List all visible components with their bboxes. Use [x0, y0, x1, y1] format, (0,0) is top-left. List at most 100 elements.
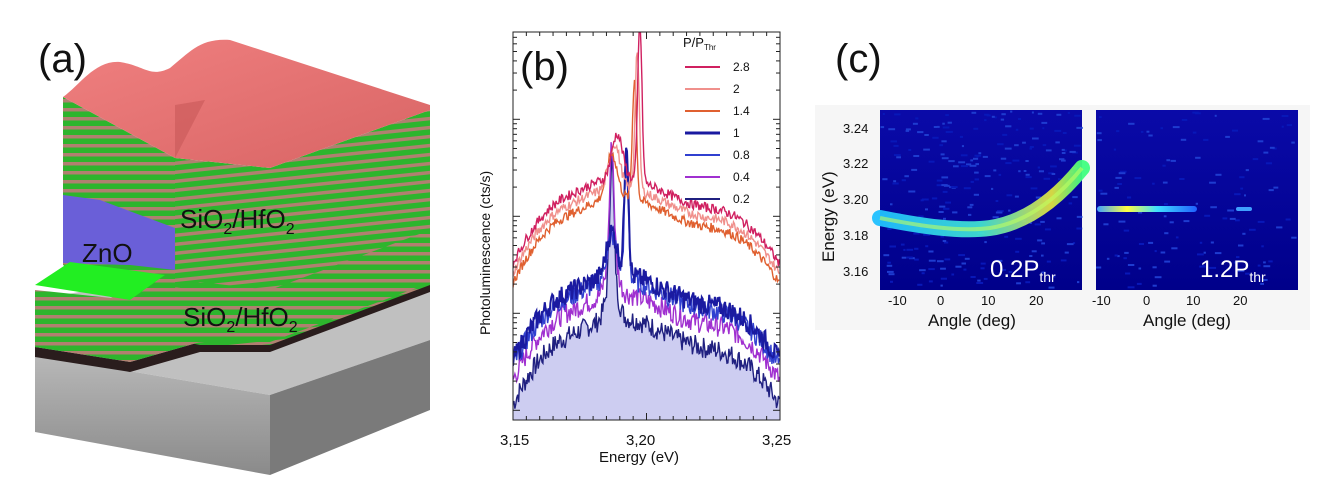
noise-speck	[1181, 118, 1188, 121]
map-ylabel: Energy (eV)	[819, 171, 838, 262]
noise-speck	[900, 243, 905, 246]
noise-speck	[984, 119, 987, 122]
map-ytick-2: 3.20	[843, 192, 868, 207]
noise-speck	[1172, 126, 1180, 129]
noise-speck	[1197, 253, 1204, 256]
noise-speck	[970, 276, 976, 278]
noise-speck	[1262, 279, 1268, 281]
series-line-1	[513, 147, 780, 366]
noise-speck	[893, 144, 899, 147]
noise-speck	[1061, 159, 1066, 162]
noise-speck	[1005, 162, 1012, 165]
noise-speck	[905, 128, 911, 131]
noise-speck	[1164, 203, 1168, 206]
plot-b-ticks	[512, 32, 781, 420]
noise-speck	[928, 268, 935, 271]
noise-speck	[1146, 130, 1150, 133]
noise-speck	[1041, 254, 1044, 257]
noise-speck	[1097, 139, 1102, 142]
legend-title: P/PThr	[683, 35, 716, 52]
noise-speck	[1192, 131, 1197, 134]
noise-speck	[1046, 260, 1051, 263]
noise-speck	[1060, 259, 1067, 262]
noise-speck	[1025, 281, 1031, 284]
noise-speck	[915, 117, 919, 120]
noise-speck	[1037, 239, 1043, 242]
noise-speck	[1076, 126, 1083, 129]
noise-speck	[933, 126, 938, 128]
noise-speck	[1004, 235, 1009, 238]
noise-speck	[1238, 244, 1244, 247]
noise-speck	[1074, 114, 1081, 117]
noise-speck	[1098, 189, 1103, 192]
noise-speck	[921, 272, 925, 275]
noise-speck	[886, 264, 893, 267]
lower-dbr-label: SiO2/HfO2	[183, 302, 298, 336]
noise-speck	[964, 257, 970, 260]
noise-speck	[940, 267, 946, 270]
noise-speck	[1117, 183, 1122, 185]
noise-speck	[1281, 115, 1289, 117]
noise-speck	[1252, 158, 1259, 161]
noise-speck	[1031, 111, 1034, 114]
noise-speck	[1257, 140, 1264, 143]
noise-speck	[960, 154, 968, 157]
noise-speck	[994, 116, 997, 119]
panel-c-letter: (c)	[835, 37, 882, 81]
plot-b-xtick-2: 3,25	[762, 432, 791, 449]
noise-speck	[1199, 241, 1203, 244]
noise-speck	[1076, 227, 1083, 230]
noise-speck	[1058, 178, 1064, 181]
noise-speck	[906, 256, 913, 259]
noise-speck	[974, 171, 979, 174]
series-line-2.8	[513, 32, 780, 269]
noise-speck	[913, 155, 920, 157]
noise-speck	[928, 250, 934, 253]
noise-speck	[961, 262, 966, 265]
noise-speck	[1025, 173, 1030, 176]
noise-speck	[984, 175, 991, 178]
noise-speck	[1268, 260, 1273, 263]
noise-speck	[1215, 173, 1222, 176]
noise-speck	[1064, 149, 1067, 152]
noise-speck	[1203, 251, 1206, 254]
noise-speck	[947, 121, 952, 124]
noise-speck	[1000, 157, 1007, 160]
noise-speck	[1160, 127, 1163, 130]
noise-speck	[1061, 148, 1065, 151]
noise-speck	[984, 241, 987, 244]
noise-speck	[896, 156, 901, 159]
noise-speck	[1286, 124, 1292, 127]
noise-speck	[1100, 192, 1108, 195]
noise-speck	[914, 247, 919, 250]
noise-speck	[944, 258, 951, 261]
noise-speck	[1260, 282, 1264, 285]
noise-speck	[894, 113, 901, 116]
noise-speck	[1062, 132, 1067, 134]
noise-speck	[1249, 228, 1256, 231]
noise-speck	[925, 208, 928, 211]
noise-speck	[961, 145, 964, 148]
map-right-xtick-2: 10	[1186, 293, 1200, 308]
noise-speck	[975, 163, 979, 166]
noise-speck	[1164, 232, 1169, 235]
noise-speck	[1127, 264, 1135, 266]
map-right-xtick-3: 20	[1233, 293, 1247, 308]
noise-speck	[1138, 211, 1143, 214]
noise-speck	[943, 207, 950, 210]
noise-speck	[1263, 265, 1271, 268]
noise-speck	[892, 182, 899, 185]
noise-speck	[1263, 151, 1269, 154]
noise-speck	[997, 210, 1004, 212]
map-left-label: 0.2Pthr	[990, 256, 1056, 285]
noise-speck	[1031, 250, 1037, 253]
noise-speck	[1152, 266, 1157, 269]
noise-speck	[1006, 194, 1013, 197]
noise-speck	[1014, 144, 1019, 147]
noise-speck	[968, 213, 972, 216]
noise-speck	[1118, 172, 1126, 175]
noise-speck	[915, 231, 920, 234]
noise-speck	[1262, 117, 1270, 120]
noise-speck	[1291, 141, 1295, 144]
noise-speck	[880, 126, 885, 129]
